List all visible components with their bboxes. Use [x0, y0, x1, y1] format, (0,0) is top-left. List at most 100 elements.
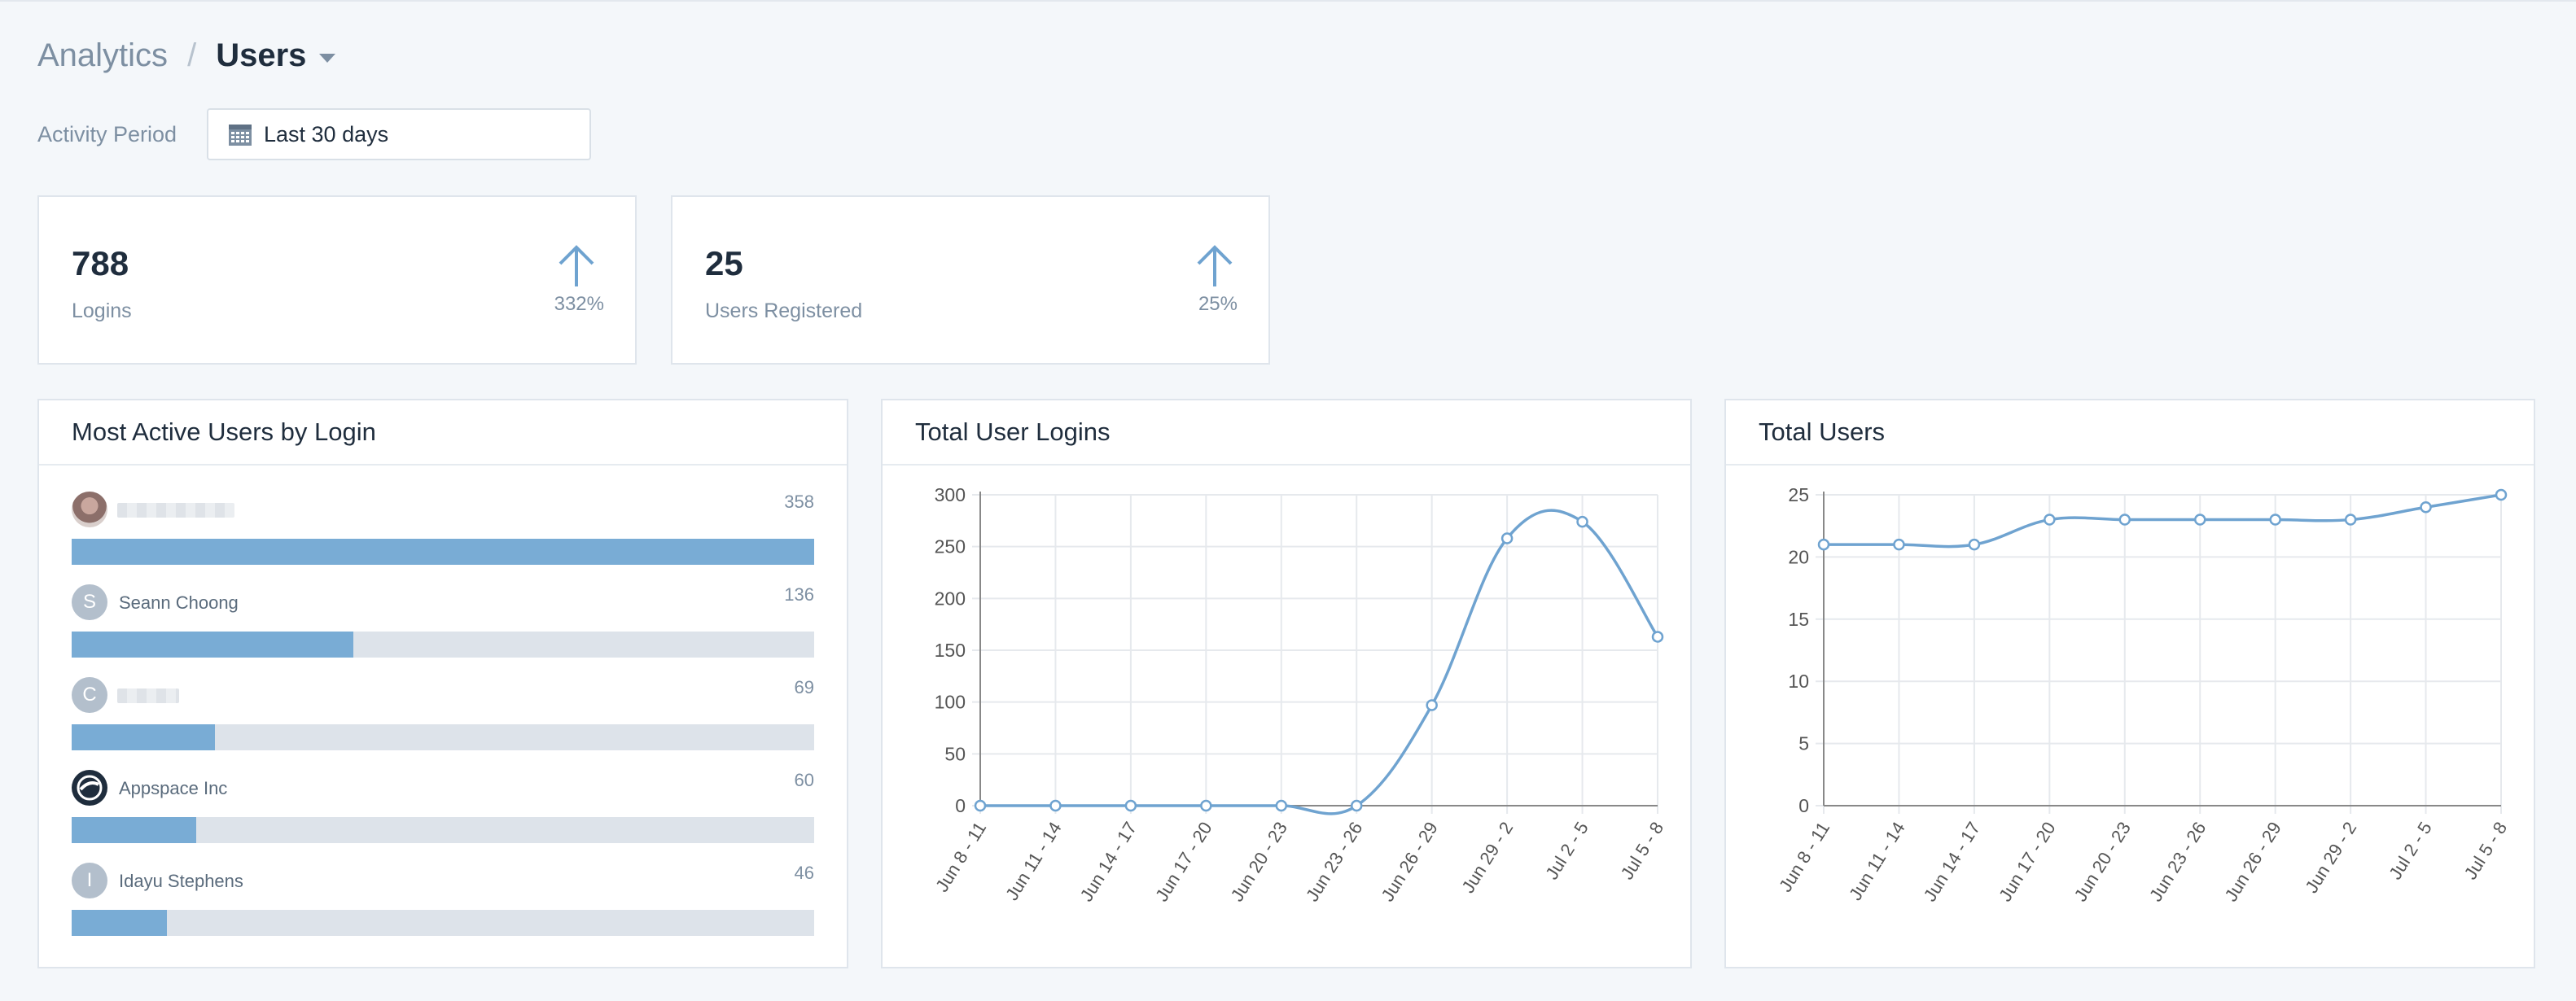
y-tick-label: 20: [1788, 546, 1809, 567]
breadcrumb: Analytics / Users: [37, 37, 336, 74]
y-tick-label: 150: [935, 640, 966, 661]
breadcrumb-analytics-link[interactable]: Analytics: [37, 37, 169, 73]
data-point: [2193, 514, 2206, 526]
y-tick-label: 100: [935, 692, 966, 713]
data-point: [1200, 799, 1212, 812]
x-tick-label: Jun 26 - 29: [1377, 818, 1442, 905]
x-tick-label: Jul 2 - 5: [2385, 818, 2436, 883]
login-bar-fill: [72, 724, 215, 750]
total-users-chart: 0 5 10 15 20 25 Jun 8 - 11 Jun 11 - 14 Jun 14 - …: [1775, 484, 2511, 905]
user-login-count: 136: [784, 584, 814, 605]
redacted-user-name: [117, 503, 234, 518]
data-point: [1275, 799, 1288, 812]
x-tick-label: Jun 11 - 14: [1845, 818, 1909, 903]
x-tick-label: Jun 11 - 14: [1001, 818, 1066, 903]
y-tick-label: 0: [1798, 795, 1809, 816]
x-tick-label: Jun 17 - 20: [1151, 818, 1216, 905]
x-tick-label: Jun 17 - 20: [1995, 818, 2060, 905]
y-tick-label: 50: [944, 743, 966, 764]
user-row[interactable]: C 69: [72, 677, 814, 758]
panel-title: Most Active Users by Login: [39, 400, 847, 466]
data-point: [1651, 631, 1664, 643]
breadcrumb-users-dropdown[interactable]: Users: [216, 37, 307, 73]
x-tick-label: Jun 29 - 2: [1457, 818, 1517, 896]
y-tick-label: 300: [935, 484, 966, 505]
login-bar-track: [72, 910, 814, 936]
user-row[interactable]: 358: [72, 492, 814, 573]
x-tick-label: Jul 2 - 5: [1541, 818, 1592, 883]
activity-period-select[interactable]: Last 30 days: [207, 108, 591, 160]
logins-label: Logins: [72, 299, 132, 322]
panel-title: Total User Logins: [883, 400, 1690, 466]
data-point: [2044, 514, 2056, 526]
y-tick-label: 15: [1788, 609, 1809, 630]
x-tick-label: Jun 26 - 29: [2220, 818, 2285, 905]
data-point: [1817, 538, 1830, 551]
logins-stat-card: 788 Logins 332%: [37, 195, 637, 365]
y-tick-label: 25: [1788, 484, 1809, 505]
chevron-down-icon[interactable]: [319, 54, 336, 63]
login-bar-fill: [72, 910, 168, 936]
data-point: [1350, 799, 1363, 812]
data-point: [2269, 514, 2281, 526]
most-active-users-panel: Most Active Users by Login 358 S Seann C…: [37, 399, 848, 968]
data-point: [1500, 532, 1514, 544]
users-registered-change: 25%: [1198, 293, 1238, 315]
user-row[interactable]: I Idayu Stephens 46: [72, 863, 814, 944]
user-name: Idayu Stephens: [119, 871, 243, 891]
data-point: [2344, 514, 2357, 526]
login-bar-fill: [72, 539, 814, 565]
avatar: S: [72, 584, 107, 620]
x-tick-label: Jun 8 - 11: [1775, 818, 1833, 895]
x-tick-label: Jun 20 - 23: [1226, 818, 1291, 905]
user-name: Seann Choong: [119, 592, 239, 613]
data-point: [1124, 799, 1137, 812]
y-tick-label: 0: [955, 795, 966, 816]
data-point: [1049, 799, 1062, 812]
x-tick-label: Jul 5 - 8: [1617, 818, 1668, 883]
login-bar-track: [72, 539, 814, 565]
activity-period-label: Activity Period: [37, 122, 177, 146]
user-login-count: 60: [794, 770, 814, 790]
data-point: [1576, 515, 1588, 528]
x-tick-label: Jun 29 - 2: [2301, 818, 2360, 896]
y-tick-label: 10: [1788, 671, 1809, 692]
login-bar-fill: [72, 632, 354, 658]
data-point: [2420, 501, 2432, 514]
total-user-logins-panel: Total User Logins 0 50 100 150 200 250 300 Jun …: [881, 399, 1692, 968]
data-point: [1968, 538, 1981, 551]
avatar: C: [72, 677, 107, 713]
data-point: [974, 799, 987, 812]
appspace-logo-icon: [73, 772, 106, 804]
user-row[interactable]: S Seann Choong 136: [72, 584, 814, 666]
top-border: [0, 0, 2576, 2]
user-row[interactable]: Appspace Inc 60: [72, 770, 814, 851]
user-login-count: 46: [794, 863, 814, 883]
breadcrumb-separator: /: [187, 37, 197, 73]
users-registered-stat-card: 25 Users Registered 25%: [671, 195, 1270, 365]
avatar: [72, 492, 107, 527]
x-tick-label: Jun 20 - 23: [2070, 818, 2135, 905]
users-registered-label: Users Registered: [705, 299, 863, 322]
user-login-count: 358: [784, 492, 814, 512]
login-bar-track: [72, 724, 814, 750]
x-tick-label: Jun 8 - 11: [931, 818, 990, 895]
login-bar-track: [72, 632, 814, 658]
redacted-user-name: [117, 688, 179, 703]
total-users-panel: Total Users 0 5 10 15 20 25 Jun 8 - 11 Jun 11 -…: [1724, 399, 2535, 968]
data-point: [2495, 488, 2508, 501]
activity-period-value: Last 30 days: [264, 121, 389, 146]
data-point: [1426, 699, 1438, 711]
y-tick-label: 5: [1798, 733, 1809, 754]
user-name: Appspace Inc: [119, 778, 228, 798]
panel-title: Total Users: [1726, 400, 2534, 466]
arrow-up-icon: [559, 245, 594, 286]
arrow-up-icon: [1197, 245, 1233, 286]
x-tick-label: Jun 23 - 26: [1302, 818, 1367, 905]
series-line: [980, 509, 1659, 815]
x-tick-label: Jun 23 - 26: [2145, 818, 2210, 905]
user-login-count: 69: [794, 677, 814, 697]
users-registered-value: 25: [705, 244, 743, 282]
x-tick-label: Jun 14 - 17: [1920, 818, 1985, 905]
avatar: [72, 770, 107, 806]
